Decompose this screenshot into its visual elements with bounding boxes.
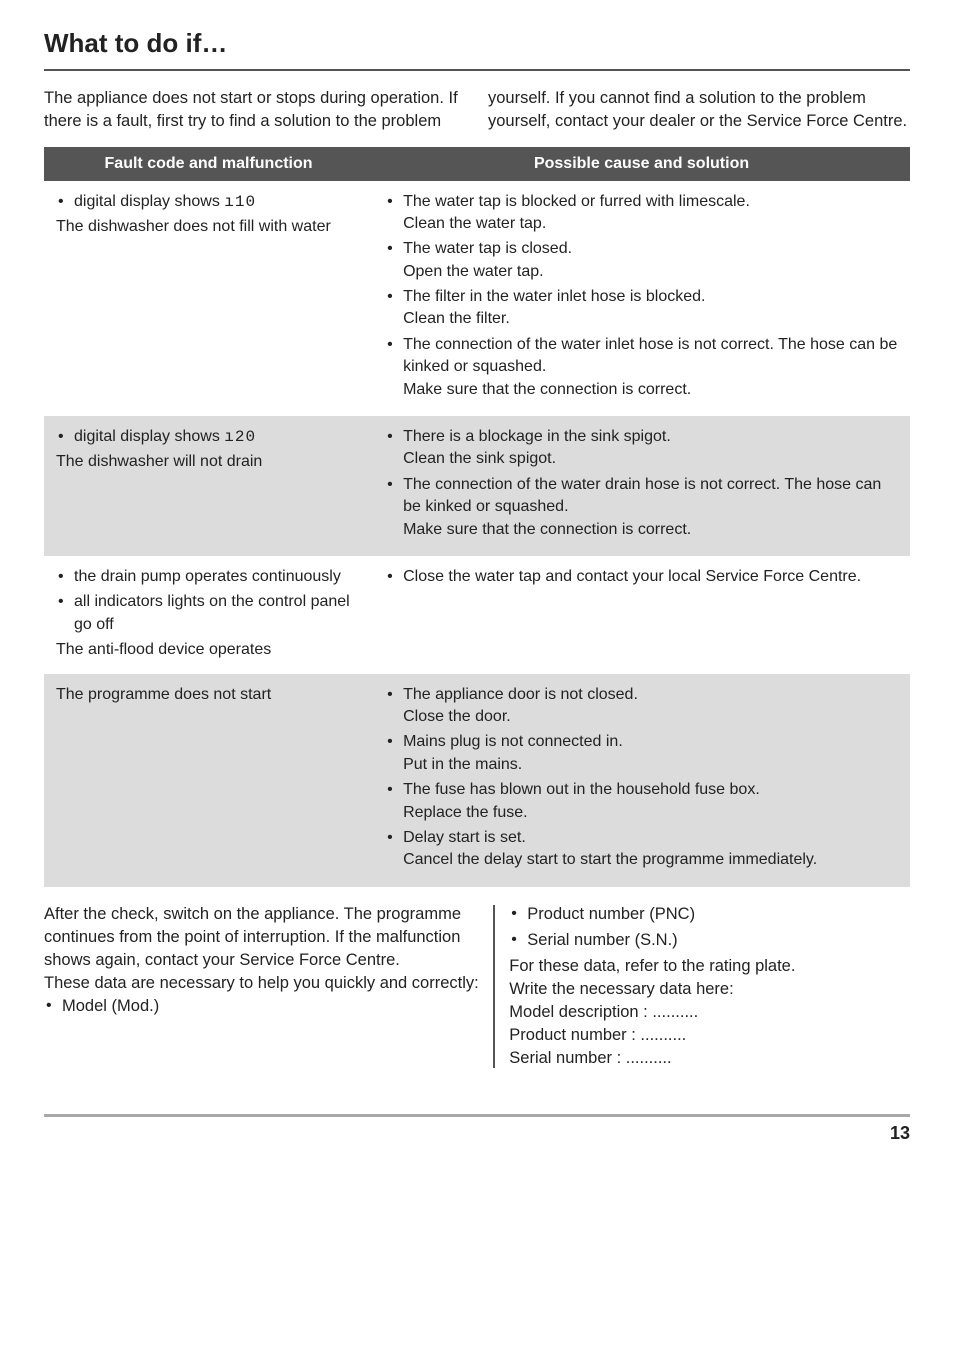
solution-sub: Clean the filter.: [403, 310, 510, 327]
fault-bullet-text: digital display shows: [74, 428, 224, 445]
solution-line: The water tap is closed.: [403, 240, 572, 257]
fault-bullet: digital display shows ı20: [56, 426, 361, 448]
solution-sub: Replace the fuse.: [403, 804, 528, 821]
fault-table: Fault code and malfunction Possible caus…: [44, 147, 910, 887]
title-rule: [44, 69, 910, 71]
solution-line: The filter in the water inlet hose is bl…: [403, 288, 705, 305]
solution-sub: Clean the water tap.: [403, 215, 546, 232]
solution-item: The appliance door is not closed. Close …: [385, 684, 898, 729]
after-check-section: After the check, switch on the appliance…: [44, 903, 910, 1071]
solution-item: The water tap is blocked or furred with …: [385, 191, 898, 236]
after-right-line: Serial number : ..........: [509, 1047, 910, 1070]
solution-line: The connection of the water drain hose i…: [403, 476, 881, 515]
solution-item: The filter in the water inlet hose is bl…: [385, 286, 898, 331]
table-head-fault: Fault code and malfunction: [44, 147, 373, 181]
after-right-para-1: For these data, refer to the rating plat…: [509, 955, 910, 978]
solution-sub: Clean the sink spigot.: [403, 450, 556, 467]
page-number: 13: [890, 1123, 910, 1143]
table-row: the drain pump operates continuously all…: [44, 556, 910, 674]
fault-plain: The programme does not start: [56, 684, 361, 706]
page-footer: 13: [44, 1114, 910, 1144]
solution-line: The water tap is blocked or furred with …: [403, 193, 750, 210]
solution-line: Delay start is set.: [403, 829, 526, 846]
fault-code: ı10: [224, 193, 256, 211]
solution-sub: Open the water tap.: [403, 263, 544, 280]
after-right-line: Model description : ..........: [509, 1001, 910, 1024]
solution-sub: Make sure that the connection is correct…: [403, 381, 691, 398]
fault-tail: The dishwasher does not fill with water: [56, 216, 361, 238]
after-right-para-2: Write the necessary data here:: [509, 978, 910, 1001]
after-left-bullet: Model (Mod.): [44, 995, 481, 1018]
solution-sub: Put in the mains.: [403, 756, 522, 773]
solution-item: The water tap is closed. Open the water …: [385, 238, 898, 283]
table-row: digital display shows ı20 The dishwasher…: [44, 416, 910, 556]
fault-tail: The anti-flood device operates: [56, 639, 361, 661]
after-right-bullet: Product number (PNC): [509, 903, 910, 926]
fault-bullet-text: digital display shows: [74, 193, 224, 210]
solution-line: Close the water tap and contact your loc…: [403, 568, 861, 585]
solution-item: The connection of the water drain hose i…: [385, 474, 898, 541]
fault-bullet: all indicators lights on the control pan…: [56, 591, 361, 636]
fault-bullet: digital display shows ı10: [56, 191, 361, 213]
solution-item: The fuse has blown out in the household …: [385, 779, 898, 824]
solution-sub: Cancel the delay start to start the prog…: [403, 851, 817, 868]
after-para-2: These data are necessary to help you qui…: [44, 972, 481, 995]
solution-line: The appliance door is not closed.: [403, 686, 638, 703]
solution-line: Mains plug is not connected in.: [403, 733, 623, 750]
after-para-1: After the check, switch on the appliance…: [44, 903, 481, 972]
table-row: digital display shows ı10 The dishwasher…: [44, 181, 910, 417]
fault-tail: The dishwasher will not drain: [56, 451, 361, 473]
solution-line: The connection of the water inlet hose i…: [403, 336, 897, 375]
page-title: What to do if…: [44, 28, 910, 59]
solution-item: Delay start is set. Cancel the delay sta…: [385, 827, 898, 872]
solution-sub: Make sure that the connection is correct…: [403, 521, 691, 538]
solution-item: There is a blockage in the sink spigot. …: [385, 426, 898, 471]
after-right-bullet: Serial number (S.N.): [509, 929, 910, 952]
fault-bullet: the drain pump operates continuously: [56, 566, 361, 588]
table-row: The programme does not start The applian…: [44, 674, 910, 887]
solution-item: Mains plug is not connected in. Put in t…: [385, 731, 898, 776]
solution-sub: Close the door.: [403, 708, 511, 725]
solution-line: The fuse has blown out in the household …: [403, 781, 760, 798]
solution-line: There is a blockage in the sink spigot.: [403, 428, 671, 445]
fault-code: ı20: [224, 428, 256, 446]
solution-item: Close the water tap and contact your loc…: [385, 566, 898, 588]
after-right-line: Product number : ..........: [509, 1024, 910, 1047]
table-head-solution: Possible cause and solution: [373, 147, 910, 181]
solution-item: The connection of the water inlet hose i…: [385, 334, 898, 401]
intro-text: The appliance does not start or stops du…: [44, 87, 910, 133]
